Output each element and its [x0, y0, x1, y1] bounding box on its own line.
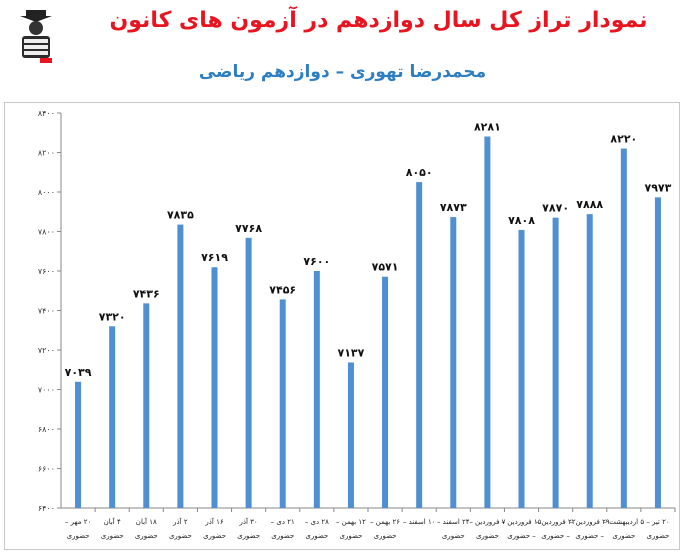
data-label: ۷۴۳۶ — [133, 287, 160, 300]
bar — [347, 362, 354, 508]
chart-area: ۶۴۰۰ ۶۶۰۰ ۶۸۰۰ ۷۰۰۰ ۷۲۰۰ ۷۴۰۰ ۷۶۰۰ ۷۸۰۰ ۸۰۰۰ ۸۲۰۰… — [4, 102, 680, 550]
x-tick-label: حضوری — [237, 532, 260, 540]
x-tick-label: حضوری — [67, 532, 90, 540]
data-label: ۷۸۷۰ — [542, 202, 569, 215]
x-tick-label: ۷ فروردین – — [469, 518, 505, 526]
x-tick-label: ۲۶ بهمن – — [370, 518, 400, 526]
bar — [143, 303, 150, 508]
data-label: ۷۸۰۸ — [508, 214, 535, 227]
bar — [177, 224, 184, 508]
chart-title: نمودار تراز کل سال دوازدهم در آزمون های … — [109, 8, 648, 33]
bar-chart: ۶۴۰۰ ۶۶۰۰ ۶۸۰۰ ۷۰۰۰ ۷۲۰۰ ۷۴۰۰ ۷۶۰۰ ۷۸۰۰ ۸۰۰۰ ۸۲۰۰… — [38, 109, 676, 540]
x-tick-label: حضوری — [271, 532, 294, 540]
data-label: ۸۲۸۱ — [474, 121, 501, 134]
x-tick-label: ۱۵ فروردین – — [502, 518, 542, 526]
x-tick-label: ۲۰ مهر – — [65, 518, 91, 526]
bar — [586, 214, 593, 508]
bar — [313, 271, 320, 508]
x-tick-label: ۲۴ اسفند – — [437, 518, 470, 526]
data-label: ۷۶۱۹ — [201, 251, 228, 264]
x-tick-label: حضوری — [442, 532, 465, 540]
data-label: ۷۰۳۹ — [65, 366, 92, 379]
y-tick-label: ۷۸۰۰ — [38, 228, 55, 237]
y-tick-label: ۷۶۰۰ — [38, 267, 55, 276]
data-label: ۷۸۷۳ — [440, 201, 467, 214]
data-label: ۷۸۳۵ — [167, 209, 194, 222]
x-tick-label: حضوری — [305, 532, 328, 540]
x-tick-label: – حضوری — [575, 532, 604, 540]
bar — [518, 229, 525, 509]
y-tick-label: ۸۰۰۰ — [38, 188, 55, 197]
y-tick-label: ۸۲۰۰ — [38, 149, 55, 158]
x-tick-label: – حضوری — [541, 532, 570, 540]
x-tick-label: حضوری — [476, 532, 499, 540]
data-label: ۷۳۲۰ — [99, 310, 126, 323]
chart-subtitle: محمدرضا تهوری – دوازدهم ریاضی — [198, 62, 487, 82]
bar — [75, 381, 82, 508]
y-tick-label: ۶۶۰۰ — [38, 465, 55, 474]
x-tick-label: ۱۶ آذر — [204, 517, 223, 526]
x-tick-label: حضوری — [135, 532, 158, 540]
y-tick-label: ۶۴۰۰ — [38, 504, 55, 513]
x-tick-label: ۱۸ آبان — [136, 517, 157, 526]
data-label: ۷۹۷۳ — [645, 181, 672, 194]
x-tick-label: ۱۰ اسفند – — [403, 518, 436, 526]
x-tick-label: حضوری — [612, 532, 635, 540]
bar — [654, 197, 661, 508]
x-tick-label: ۲۸ دی – — [305, 518, 329, 526]
data-label: ۷۶۰۰ — [303, 255, 330, 268]
x-tick-label: ۴ آبان — [104, 517, 121, 526]
x-tick-label: ۲ آذر — [172, 517, 188, 526]
x-tick-label: ۱۲ بهمن – — [336, 518, 366, 526]
x-tick-label: حضوری — [374, 532, 397, 540]
x-tick-label: ۲۹ فروردین – — [570, 518, 610, 526]
x-tick-label: ۳۰ آذر — [239, 517, 258, 526]
x-tick-label: – حضوری — [507, 532, 536, 540]
bar — [279, 299, 286, 508]
x-tick-label: ۵ اردیبهشت – — [604, 518, 645, 526]
bar — [382, 276, 389, 508]
bar — [450, 217, 457, 508]
x-tick-label: حضوری — [340, 532, 363, 540]
bar — [211, 267, 218, 508]
data-label: ۷۸۸۸ — [576, 198, 603, 211]
y-tick-label: ۷۰۰۰ — [38, 386, 55, 395]
data-label: ۷۵۷۱ — [372, 261, 399, 274]
data-label: ۷۱۳۷ — [338, 346, 365, 359]
x-tick-label: حضوری — [101, 532, 124, 540]
y-tick-label: ۸۴۰۰ — [38, 109, 55, 118]
bar — [245, 237, 252, 508]
y-tick-label: ۶۸۰۰ — [38, 425, 55, 434]
bar — [620, 148, 627, 509]
x-tick-label: حضوری — [169, 532, 192, 540]
data-label: ۸۰۵۰ — [406, 166, 433, 179]
y-tick-label: ۷۲۰۰ — [38, 346, 55, 355]
student-mascot-logo — [12, 8, 58, 66]
x-tick-label: ۲۰ تیر – — [646, 518, 669, 526]
data-label: ۷۴۵۶ — [269, 283, 296, 296]
x-tick-label: حضوری — [647, 532, 670, 540]
x-tick-label: ۲۲ فروردین – — [536, 518, 576, 526]
x-tick-label: ۲۱ دی – — [271, 518, 295, 526]
bar — [109, 326, 116, 508]
bar — [416, 182, 423, 508]
x-tick-label: حضوری — [203, 532, 226, 540]
bar — [552, 217, 559, 509]
y-tick-label: ۷۴۰۰ — [38, 307, 55, 316]
data-label: ۷۷۶۸ — [235, 222, 262, 235]
bar — [484, 136, 491, 508]
data-label: ۸۲۲۰ — [610, 133, 637, 146]
